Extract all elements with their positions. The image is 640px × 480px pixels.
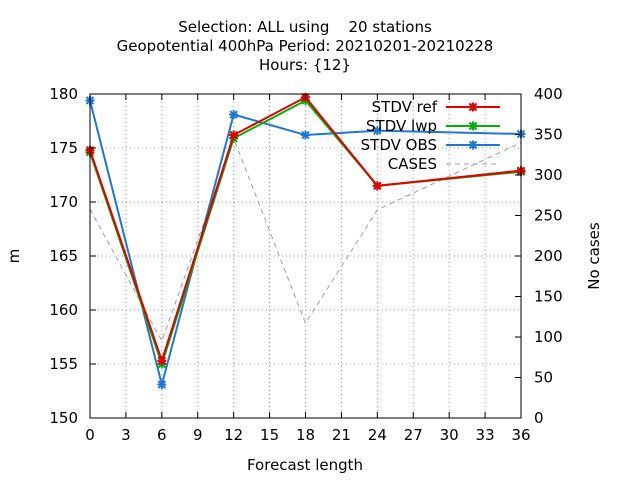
y-tick-label: 170	[49, 193, 78, 211]
y-tick-label: 160	[49, 301, 78, 319]
x-tick-label: 33	[476, 426, 495, 444]
title-line-1: Selection: ALL using 20 stations	[178, 18, 432, 36]
data-point-stdv-ref	[229, 130, 239, 140]
x-tick-label: 30	[440, 426, 459, 444]
y2-tick-label: 350	[534, 126, 563, 144]
legend-item-stdv-lwp: STDV lwp	[366, 117, 500, 135]
x-tick-label: 36	[511, 426, 530, 444]
data-point-stdv-ref	[372, 181, 382, 191]
y2-tick-label: 150	[534, 288, 563, 306]
x-tick-label: 21	[332, 426, 351, 444]
series-cases	[89, 137, 522, 343]
y2-tick-label: 200	[534, 247, 563, 265]
tick-layer: 0 3 6 9 12 15 18 21 24 27 30 33 36150155160165170175…	[49, 85, 562, 444]
y2-axis-label: No cases	[585, 222, 603, 290]
x-tick-label: 0	[85, 426, 95, 444]
data-point-stdv-ref	[157, 356, 167, 366]
y2-tick-label: 0	[534, 409, 544, 427]
y2-tick-label: 250	[534, 207, 563, 225]
y-tick-label: 175	[49, 139, 78, 157]
data-point-stdv-obs	[157, 380, 167, 390]
x-tick-label: 6	[157, 426, 167, 444]
x-tick-label: 12	[224, 426, 243, 444]
data-point-stdv-obs	[229, 110, 239, 120]
data-point-stdv-obs	[372, 126, 382, 136]
y2-tick-label: 300	[534, 166, 563, 184]
grid-layer	[90, 94, 521, 418]
series-line-stdv-obs	[89, 100, 522, 389]
legend-label: CASES	[388, 155, 437, 173]
y2-tick-label: 50	[534, 369, 553, 387]
title-line-3: Hours: {12}	[259, 56, 351, 74]
y-axis-label: m	[5, 249, 23, 264]
series-layer	[85, 92, 526, 390]
legend-label: STDV ref	[372, 98, 438, 116]
y2-tick-label: 400	[534, 85, 563, 103]
chart-title: Selection: ALL using 20 stations Geopote…	[117, 18, 494, 74]
series-line-stdv-lwp	[89, 99, 522, 368]
y-tick-label: 155	[49, 355, 78, 373]
legend-marker	[468, 121, 478, 131]
legend-label: STDV OBS	[361, 136, 437, 154]
data-point-stdv-obs	[301, 130, 310, 140]
x-tick-label: 27	[404, 426, 423, 444]
x-tick-label: 15	[260, 426, 279, 444]
y2-tick-label: 100	[534, 328, 563, 346]
legend-item-stdv-obs: STDV OBS	[361, 136, 500, 154]
x-tick-label: 9	[193, 426, 203, 444]
y-tick-label: 150	[49, 409, 78, 427]
legend-item-stdv-ref: STDV ref	[372, 98, 500, 116]
x-tick-label: 3	[121, 426, 131, 444]
legend-item-cases: CASES	[388, 155, 500, 173]
legend-marker	[468, 140, 478, 150]
legend-marker	[468, 102, 478, 112]
y-tick-label: 180	[49, 85, 78, 103]
x-axis-label: Forecast length	[247, 456, 363, 474]
title-line-2: Geopotential 400hPa Period: 20210201-202…	[117, 37, 494, 55]
series-line-stdv-ref	[89, 95, 522, 364]
x-tick-label: 24	[368, 426, 387, 444]
y-tick-label: 165	[49, 247, 78, 265]
series-line-cases	[89, 137, 522, 343]
x-tick-label: 18	[296, 426, 315, 444]
legend-label: STDV lwp	[366, 117, 437, 135]
